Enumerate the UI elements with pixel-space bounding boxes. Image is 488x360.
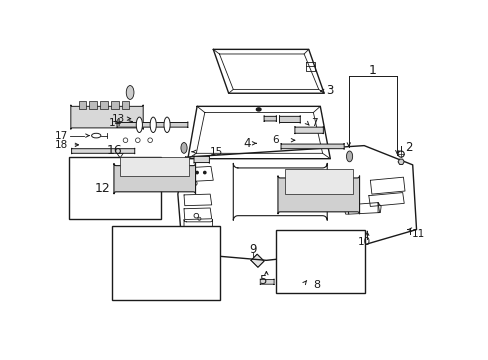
- Text: 12: 12: [94, 182, 110, 195]
- FancyBboxPatch shape: [260, 279, 274, 285]
- Ellipse shape: [150, 117, 156, 132]
- Text: 3: 3: [325, 85, 332, 98]
- FancyBboxPatch shape: [194, 156, 209, 163]
- FancyBboxPatch shape: [71, 105, 143, 130]
- Circle shape: [196, 171, 198, 174]
- Bar: [89, 101, 97, 109]
- FancyBboxPatch shape: [71, 148, 135, 154]
- Bar: [111, 101, 118, 109]
- Circle shape: [203, 171, 205, 174]
- Circle shape: [188, 171, 190, 174]
- Text: 2: 2: [404, 141, 412, 154]
- FancyBboxPatch shape: [117, 122, 187, 128]
- Text: 5: 5: [258, 274, 265, 287]
- Text: 9: 9: [249, 243, 257, 256]
- Text: 18: 18: [54, 140, 68, 150]
- Text: 11: 11: [411, 229, 424, 239]
- FancyBboxPatch shape: [279, 116, 300, 123]
- Text: 4: 4: [243, 137, 250, 150]
- Text: 6: 6: [271, 135, 278, 145]
- Text: 13: 13: [112, 114, 125, 123]
- FancyBboxPatch shape: [297, 286, 312, 292]
- Bar: [68, 157, 161, 219]
- Polygon shape: [250, 254, 264, 267]
- FancyBboxPatch shape: [294, 126, 323, 134]
- Ellipse shape: [163, 117, 170, 132]
- FancyBboxPatch shape: [281, 143, 344, 149]
- Text: 8: 8: [313, 280, 320, 290]
- Text: 17: 17: [54, 131, 68, 141]
- Ellipse shape: [256, 108, 261, 111]
- Bar: [100, 101, 107, 109]
- Ellipse shape: [346, 151, 352, 162]
- FancyBboxPatch shape: [114, 163, 195, 194]
- Bar: [122, 101, 129, 109]
- Text: 1: 1: [368, 64, 376, 77]
- Bar: [79, 101, 86, 109]
- FancyBboxPatch shape: [264, 116, 276, 122]
- Bar: [120, 157, 189, 176]
- Text: 16: 16: [106, 144, 122, 157]
- Polygon shape: [397, 159, 404, 165]
- Text: 7: 7: [310, 118, 317, 128]
- Ellipse shape: [136, 117, 142, 132]
- FancyBboxPatch shape: [277, 176, 359, 214]
- Bar: [285, 170, 352, 194]
- Text: 14: 14: [109, 118, 122, 128]
- Text: 10: 10: [357, 237, 370, 247]
- Bar: [276, 230, 364, 293]
- Text: 15: 15: [210, 147, 223, 157]
- Bar: [112, 226, 220, 300]
- Ellipse shape: [181, 143, 187, 153]
- Ellipse shape: [91, 133, 101, 138]
- Ellipse shape: [126, 86, 134, 99]
